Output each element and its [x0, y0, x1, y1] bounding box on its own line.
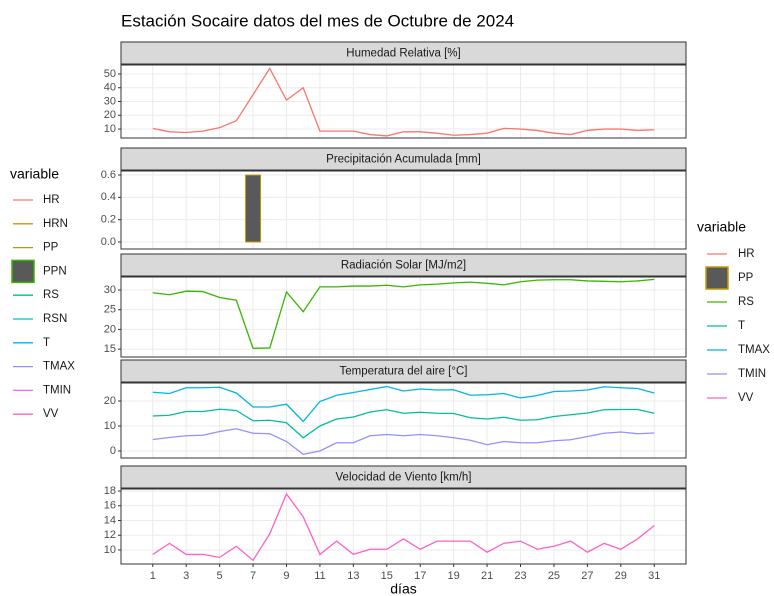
x-tick-label: 21: [481, 570, 493, 582]
y-tick-label: 30: [104, 284, 116, 296]
x-tick-label: 29: [615, 570, 627, 582]
legend-label: TMIN: [43, 384, 71, 396]
x-tick-label: 3: [183, 570, 189, 582]
y-tick-label: 25: [104, 304, 116, 316]
legend-label: HR: [43, 194, 60, 206]
legend-label: HR: [738, 248, 755, 260]
line: [152, 428, 655, 455]
facet-title: Temperatura del aire [°C]: [340, 366, 468, 378]
legend-label: PPN: [43, 265, 67, 277]
y-tick-label: 20: [104, 323, 116, 335]
legend-label: T: [738, 320, 745, 332]
y-tick-label: 30: [104, 95, 116, 107]
y-tick-label: 12: [104, 529, 116, 541]
panel: [121, 171, 686, 249]
x-tick-label: 9: [283, 570, 289, 582]
x-tick-label: 27: [581, 570, 593, 582]
legend-title: variable: [697, 219, 746, 235]
facet-title: Radiación Solar [MJ/m2]: [341, 260, 466, 272]
legend-key: [705, 266, 729, 290]
panel-border: [120, 170, 687, 250]
panel-border: [120, 64, 687, 139]
y-tick-label: 16: [104, 500, 116, 512]
strip: [120, 465, 687, 489]
x-tick-label: 23: [514, 570, 526, 582]
x-tick-label: 31: [648, 570, 660, 582]
facet-title: Precipitación Acumulada [mm]: [326, 154, 481, 166]
y-tick-label: 0: [110, 445, 116, 457]
legend-label: TMAX: [738, 344, 770, 356]
legend-label: VV: [43, 408, 59, 420]
y-tick-label: 10: [104, 420, 116, 432]
legend-title: variable: [10, 166, 59, 182]
x-tick-label: 7: [250, 570, 256, 582]
x-tick-label: 19: [448, 570, 460, 582]
chart-title: Estación Socaire datos del mes de Octubr…: [121, 11, 514, 30]
y-tick-label: 18: [104, 485, 116, 497]
line: [152, 408, 655, 439]
legend-label: HRN: [43, 218, 68, 230]
x-tick-label: 25: [548, 570, 560, 582]
panel: [121, 489, 686, 564]
legend-key: [11, 259, 35, 284]
legend-label: RS: [43, 289, 59, 301]
strip: [120, 253, 687, 277]
strip: [120, 359, 687, 383]
strip: [120, 41, 687, 65]
y-tick-label: 0.2: [101, 214, 116, 226]
legend-label: T: [43, 337, 50, 349]
line: [152, 385, 655, 423]
y-tick-label: 40: [104, 82, 116, 94]
y-tick-label: 10: [104, 123, 116, 135]
facet-title: Humedad Relativa [%]: [346, 48, 460, 60]
x-tick-label: 13: [347, 570, 359, 582]
x-tick-label: 5: [217, 570, 223, 582]
y-tick-label: 20: [104, 395, 116, 407]
strip: [120, 147, 687, 171]
y-tick-label: 0.4: [101, 191, 116, 203]
line: [152, 492, 655, 562]
y-tick-label: 10: [104, 544, 116, 556]
facet-title: Velocidad de Viento [km/h]: [336, 472, 472, 484]
panel: [121, 383, 686, 458]
legend-label: PP: [738, 272, 754, 284]
panel-border: [120, 488, 687, 565]
legend-label: VV: [738, 392, 754, 404]
legend-label: TMIN: [738, 368, 766, 380]
x-tick-label: 11: [314, 570, 325, 582]
legend-label: RSN: [43, 313, 67, 325]
x-tick-label: 1: [150, 570, 156, 582]
y-tick-label: 20: [104, 109, 116, 121]
panel-border: [120, 276, 687, 358]
legend-label: RS: [738, 296, 754, 308]
line: [152, 67, 655, 137]
x-axis-label: días: [390, 581, 416, 596]
x-tick-label: 17: [414, 570, 426, 582]
line: [152, 278, 655, 349]
y-tick-label: 50: [104, 68, 116, 80]
legend-label: TMAX: [43, 361, 75, 373]
bar: [245, 174, 262, 243]
panel-border: [120, 382, 687, 459]
y-tick-label: 14: [104, 514, 116, 526]
panel: [121, 277, 686, 357]
y-tick-label: 0.6: [101, 169, 116, 181]
y-tick-label: 15: [104, 343, 116, 355]
legend-label: PP: [43, 242, 59, 254]
x-tick-label: 15: [381, 570, 393, 582]
y-tick-label: 0.0: [101, 236, 116, 248]
